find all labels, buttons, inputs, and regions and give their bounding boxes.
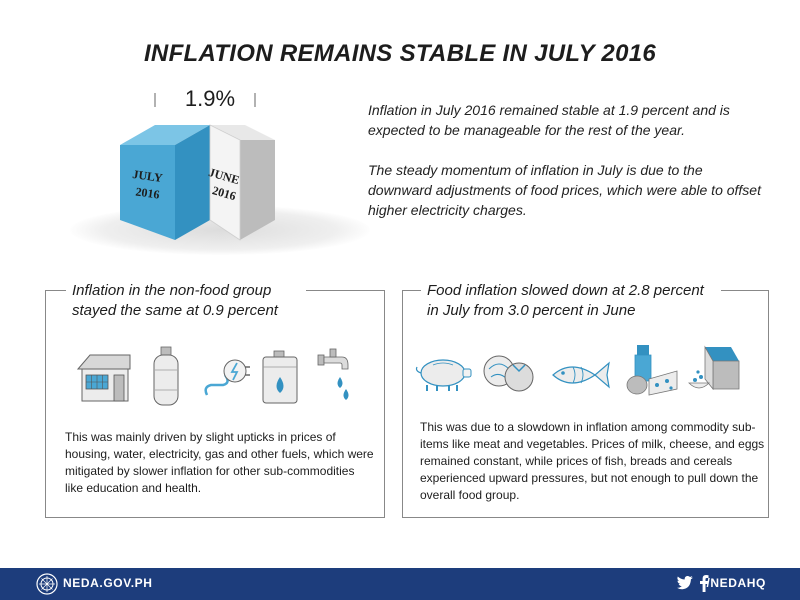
june-year: 2016 — [211, 183, 238, 203]
website-link[interactable]: NEDA.GOV.PH — [63, 576, 153, 590]
neda-seal-icon — [36, 573, 58, 595]
fish-icon — [552, 361, 610, 389]
water-faucet-icon — [317, 348, 349, 400]
inflation-cubes-graphic: JULY 2016 JUNE 2016 — [120, 93, 275, 241]
facebook-icon[interactable] — [699, 574, 709, 592]
social-handle-link[interactable]: /NEDAHQ — [706, 576, 766, 590]
headline-rate: 1.9% — [184, 86, 236, 111]
nonfood-heading: Inflation in the non-food group stayed t… — [66, 281, 306, 321]
food-text: This was due to a slowdown in inflation … — [420, 420, 765, 502]
page-title: INFLATION REMAINS STABLE IN JULY 2016 — [143, 40, 657, 67]
electric-plug-icon — [204, 359, 250, 396]
twitter-icon[interactable] — [676, 575, 694, 591]
june-cube: JUNE 2016 — [207, 124, 275, 241]
july-cube: JULY 2016 — [120, 125, 210, 240]
cereal-box-icon — [688, 345, 740, 391]
house-icon — [76, 354, 131, 402]
gas-cylinder-icon — [153, 346, 179, 406]
dairy-icon — [626, 345, 678, 396]
nonfood-text: This was mainly driven by slight upticks… — [65, 430, 374, 495]
intro-text: Inflation in July 2016 remained stable a… — [368, 100, 768, 240]
fuel-container-icon — [262, 350, 298, 404]
footer-bar: NEDA.GOV.PH /NEDAHQ — [0, 568, 800, 600]
july-year: 2016 — [135, 184, 161, 201]
intro-paragraph-1: Inflation in July 2016 remained stable a… — [368, 102, 730, 138]
pig-icon — [415, 359, 472, 391]
july-label: JULY — [132, 167, 164, 185]
nonfood-panel: Inflation in the non-food group stayed t… — [45, 281, 385, 518]
food-panel: Food inflation slowed down at 2.8 percen… — [402, 281, 769, 518]
intro-paragraph-2: The steady momentum of inflation in July… — [368, 162, 761, 218]
vegetables-icon — [483, 355, 534, 392]
food-heading: Food inflation slowed down at 2.8 percen… — [421, 281, 721, 321]
